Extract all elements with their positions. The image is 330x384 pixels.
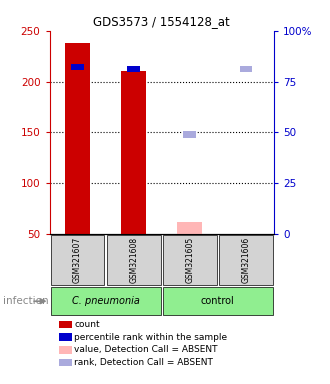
Text: value, Detection Call = ABSENT: value, Detection Call = ABSENT: [74, 345, 218, 354]
Bar: [65, 43, 90, 234]
Bar: [183, 131, 196, 137]
Title: GDS3573 / 1554128_at: GDS3573 / 1554128_at: [93, 15, 230, 28]
FancyBboxPatch shape: [50, 235, 105, 285]
Text: C. pneumonia: C. pneumonia: [72, 296, 140, 306]
Bar: [240, 66, 252, 73]
Text: percentile rank within the sample: percentile rank within the sample: [74, 333, 227, 342]
Text: count: count: [74, 320, 100, 329]
Text: infection: infection: [3, 296, 49, 306]
FancyBboxPatch shape: [163, 235, 217, 285]
FancyBboxPatch shape: [163, 287, 273, 315]
Bar: [71, 64, 84, 70]
FancyBboxPatch shape: [50, 287, 161, 315]
Text: GSM321606: GSM321606: [241, 237, 250, 283]
Bar: [121, 71, 146, 234]
Bar: [177, 222, 202, 234]
Text: GSM321605: GSM321605: [185, 237, 194, 283]
FancyBboxPatch shape: [107, 235, 161, 285]
Text: GSM321607: GSM321607: [73, 237, 82, 283]
Text: control: control: [201, 296, 235, 306]
Text: GSM321608: GSM321608: [129, 237, 138, 283]
FancyBboxPatch shape: [219, 235, 273, 285]
Text: rank, Detection Call = ABSENT: rank, Detection Call = ABSENT: [74, 358, 213, 367]
Bar: [127, 66, 140, 73]
